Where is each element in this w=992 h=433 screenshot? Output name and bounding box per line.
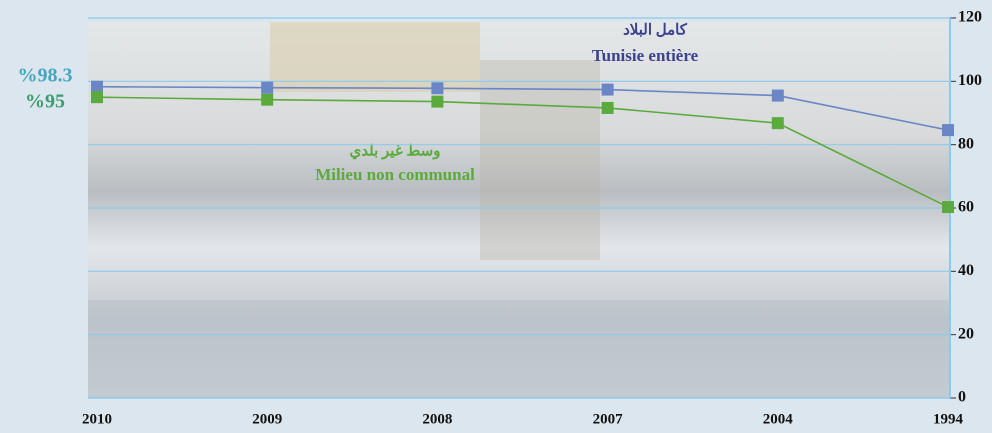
y-tick-label: 100 [958, 72, 982, 89]
marker [942, 201, 954, 214]
marker [91, 91, 103, 104]
x-tick-label: 2004 [763, 411, 794, 427]
y-tick-label: 40 [958, 262, 974, 279]
x-tick-label: 2009 [252, 411, 282, 427]
marker [261, 93, 274, 106]
y-tick-label: 60 [958, 199, 974, 216]
marker [91, 80, 103, 93]
background-photo [88, 300, 950, 398]
marker [431, 82, 444, 95]
marker [431, 95, 444, 108]
series-label-ar: وسط غير بلدي [350, 143, 441, 160]
background-photo [270, 22, 480, 92]
marker [601, 101, 614, 114]
y-tick-label: 120 [958, 9, 982, 26]
x-tick-label: 2007 [593, 411, 624, 427]
plot-background [88, 22, 950, 398]
y-tick-label: 80 [958, 135, 974, 152]
x-tick-label: 2008 [422, 411, 452, 427]
marker [771, 89, 784, 102]
series-line [96, 85, 949, 131]
background-photo [480, 60, 600, 260]
series-label: Tunisie entière [592, 46, 699, 65]
x-tick-label: 1994 [933, 411, 964, 427]
series-label: Milieu non communal [315, 165, 475, 184]
marker [771, 117, 784, 130]
y-tick-label: 0 [958, 389, 966, 406]
start-label: %95 [25, 91, 65, 113]
series-line [96, 96, 949, 208]
x-tick-label: 2010 [82, 411, 112, 427]
marker [261, 81, 274, 94]
marker [942, 124, 954, 137]
y-tick-label: 20 [958, 325, 974, 342]
start-label: %98.3 [18, 65, 73, 87]
series-label-ar: كامل البلاد [623, 22, 688, 38]
marker [601, 83, 614, 96]
